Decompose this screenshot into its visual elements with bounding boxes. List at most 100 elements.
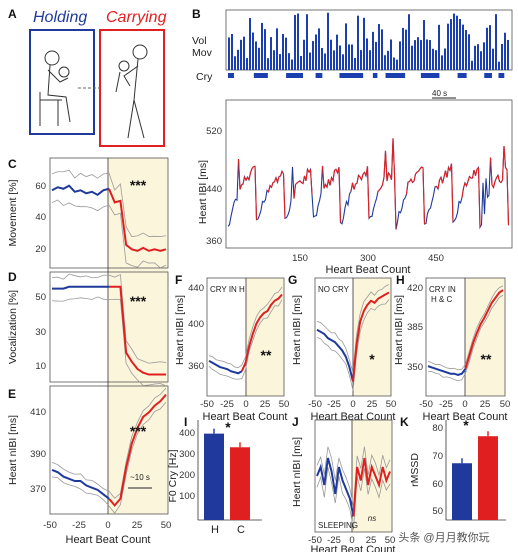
cry-bar [484, 73, 492, 78]
vol-bar [234, 56, 236, 70]
panel-e-ytick: 370 [30, 484, 46, 495]
vol-bar [489, 25, 491, 70]
vol-bar [387, 50, 389, 70]
ibi-carry-segment [489, 157, 493, 185]
ibi-carry-segment [410, 178, 414, 183]
ibi-carry-segment [350, 182, 354, 192]
error-band [208, 286, 283, 369]
mov-label: Mov [192, 47, 213, 59]
cry-bar [315, 73, 323, 78]
vol-bar [351, 44, 353, 70]
ibi-carry-segment [360, 174, 364, 180]
carrying-mean-line [464, 289, 504, 369]
panel-f-ylabel: Heart nIBI [ms] [174, 295, 186, 365]
panel-label-i: I [184, 415, 187, 429]
panel-b-ytick: 440 [206, 184, 222, 195]
panel-d-ytick: 10 [35, 361, 46, 372]
vol-bar [321, 47, 323, 70]
ibi-carry-segment [501, 146, 505, 181]
panel-k-ytick: 80 [432, 423, 443, 434]
ibi-carry-segment [305, 169, 309, 181]
ibi-trace-carry [237, 138, 510, 230]
vol-bar [258, 47, 260, 70]
ibi-carry-segment [469, 176, 472, 179]
ibi-carry-segment [302, 175, 306, 184]
c-bar [478, 436, 498, 520]
ibi-carry-segment [441, 177, 445, 184]
ibi-carry-segment [422, 167, 426, 225]
vol-bar [369, 50, 371, 70]
vol-bar [492, 48, 494, 70]
vol-bar [276, 28, 278, 70]
carrying-mean-line [352, 291, 390, 382]
carrying-illustration [115, 44, 148, 139]
panel-h-significance: ** [481, 351, 492, 367]
error-band [208, 299, 283, 380]
holding-illustration [39, 50, 71, 126]
holding-frame [29, 29, 95, 135]
ibi-carry-segment [298, 180, 301, 183]
vol-bar [450, 19, 452, 70]
ibi-carry-segment [384, 150, 388, 182]
carrying-mean-line [108, 393, 167, 507]
panel-e-xtick: -50 [43, 520, 57, 531]
ibi-carry-segment [326, 179, 330, 188]
vol-bar [261, 22, 263, 70]
panel-c-frame [49, 157, 169, 269]
ibi-carry-segment [418, 168, 421, 172]
panel-j-xtick: -25 [327, 535, 341, 546]
panel-f-series [208, 286, 283, 380]
panel-g-xtick: 50 [386, 399, 397, 410]
h-bar [452, 463, 472, 520]
vol-bar [468, 34, 470, 70]
panel-h-xtick: -25 [439, 399, 453, 410]
vol-bar [429, 40, 431, 70]
ibi-carry-segment [405, 182, 409, 195]
panel-e-ytick: 410 [30, 407, 46, 418]
vol-bar [372, 31, 374, 70]
vol-bar [345, 23, 347, 70]
vol-bar [264, 29, 266, 70]
cry-bar [253, 73, 268, 78]
panel-label-b: B [192, 7, 201, 21]
panel-h-tag-1: CRY IN [429, 285, 456, 294]
ibi-carry-segment [353, 183, 357, 190]
holding-mean-line [427, 365, 467, 377]
vol-bar [312, 41, 314, 70]
vol-bar [237, 49, 239, 70]
panel-h-ytick: 420 [407, 283, 423, 294]
ibi-carry-segment [437, 180, 441, 190]
panel-label-c: C [8, 157, 17, 171]
cry-bar [228, 73, 234, 78]
cry-bar [457, 73, 467, 78]
vol-bar [330, 39, 332, 70]
panel-e-ylabel: Heart nIBI [ms] [7, 415, 19, 485]
ibi-carry-segment [392, 138, 396, 175]
vol-bar [396, 59, 398, 70]
panel-h-ylabel: Heart nIBI [ms] [393, 295, 405, 365]
ibi-carry-segment [450, 163, 454, 223]
panel-f-ytick: 400 [188, 319, 204, 330]
vol-bar [336, 34, 338, 70]
panel-label-h: H [396, 273, 405, 287]
panel-h-xtick: 0 [462, 399, 467, 410]
panel-h-series [427, 285, 504, 382]
vol-bar [432, 48, 434, 70]
panel-k-bars [452, 431, 498, 520]
panel-i-bars [204, 428, 250, 520]
panel-h-ytick: 350 [407, 362, 423, 373]
cry-bar [286, 73, 304, 78]
ibi-carry-segment [415, 171, 418, 175]
vol-bar [504, 32, 506, 70]
vol-bar [249, 18, 251, 70]
vol-bar [384, 55, 386, 70]
ibi-carry-segment [419, 166, 422, 170]
vol-bar [360, 50, 362, 70]
vol-bar [309, 52, 311, 70]
vol-bar [486, 27, 488, 70]
panel-d-series [51, 273, 167, 387]
ibi-carry-segment [494, 177, 498, 182]
vol-bar [393, 57, 395, 70]
panel-e-significance: *** [130, 423, 147, 439]
panel-i-significance: * [225, 419, 231, 435]
